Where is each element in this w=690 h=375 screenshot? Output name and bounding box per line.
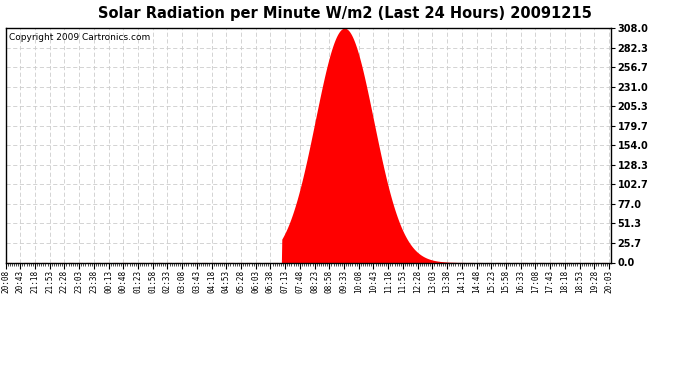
Text: Solar Radiation per Minute W/m2 (Last 24 Hours) 20091215: Solar Radiation per Minute W/m2 (Last 24… — [98, 6, 592, 21]
Text: Copyright 2009 Cartronics.com: Copyright 2009 Cartronics.com — [8, 33, 150, 42]
